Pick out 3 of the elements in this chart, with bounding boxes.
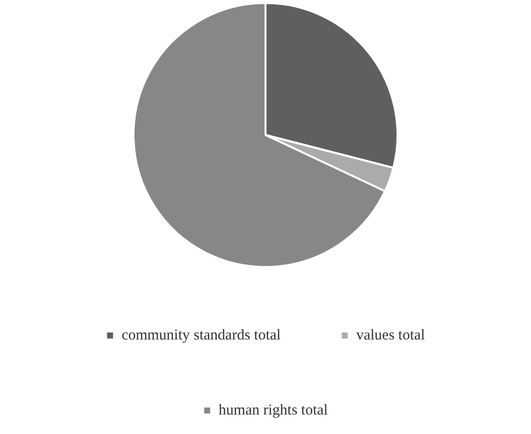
legend-label: values total bbox=[356, 327, 425, 344]
legend-label: community standards total bbox=[122, 327, 281, 344]
legend-label: human rights total bbox=[218, 402, 328, 418]
